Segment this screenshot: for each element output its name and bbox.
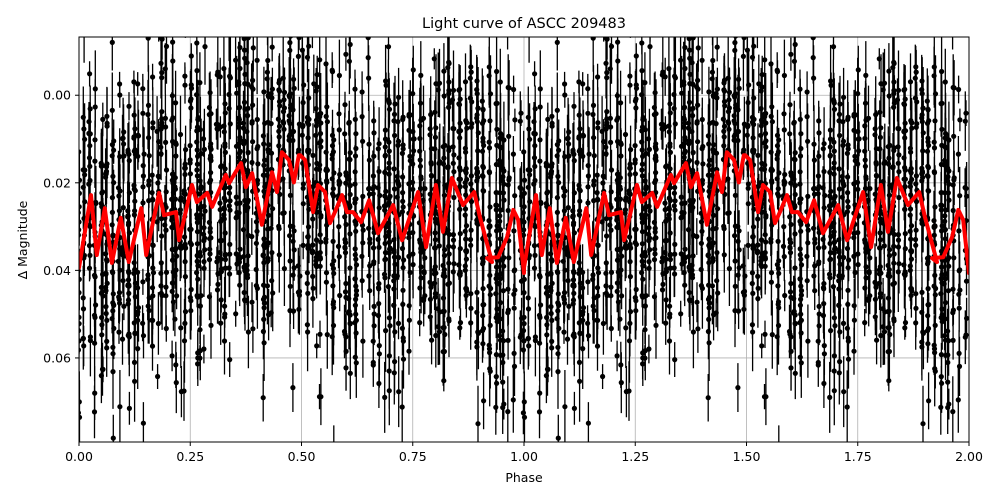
model-line: [79, 150, 969, 275]
x-tick-label: 2.00: [955, 449, 983, 464]
y-tick-label: 0.04: [43, 263, 71, 278]
y-tick-label: 0.00: [43, 88, 71, 103]
x-tick-label: 1.25: [621, 449, 649, 464]
x-tick-label: 0.25: [176, 449, 204, 464]
x-tick-label: 0.50: [288, 449, 316, 464]
x-tick-label: 1.50: [733, 449, 761, 464]
x-tick-label: 1.75: [844, 449, 872, 464]
model-curve: [79, 150, 969, 275]
x-tick-label: 1.00: [510, 449, 538, 464]
chart-title: Light curve of ASCC 209483: [422, 16, 626, 32]
y-tick-label: 0.06: [43, 350, 71, 365]
x-axis-label: Phase: [505, 470, 543, 485]
y-axis-ticks: 0.00 0.02 0.04 0.06: [43, 88, 79, 365]
x-tick-label: 0.00: [65, 449, 93, 464]
y-tick-label: 0.02: [43, 175, 71, 190]
x-tick-label: 0.75: [399, 449, 427, 464]
x-axis-ticks: 0.00 0.25 0.50 0.75 1.00 1.25 1.50 1.75 2.00: [65, 442, 983, 464]
y-axis-label: Δ Magnitude: [15, 200, 30, 279]
